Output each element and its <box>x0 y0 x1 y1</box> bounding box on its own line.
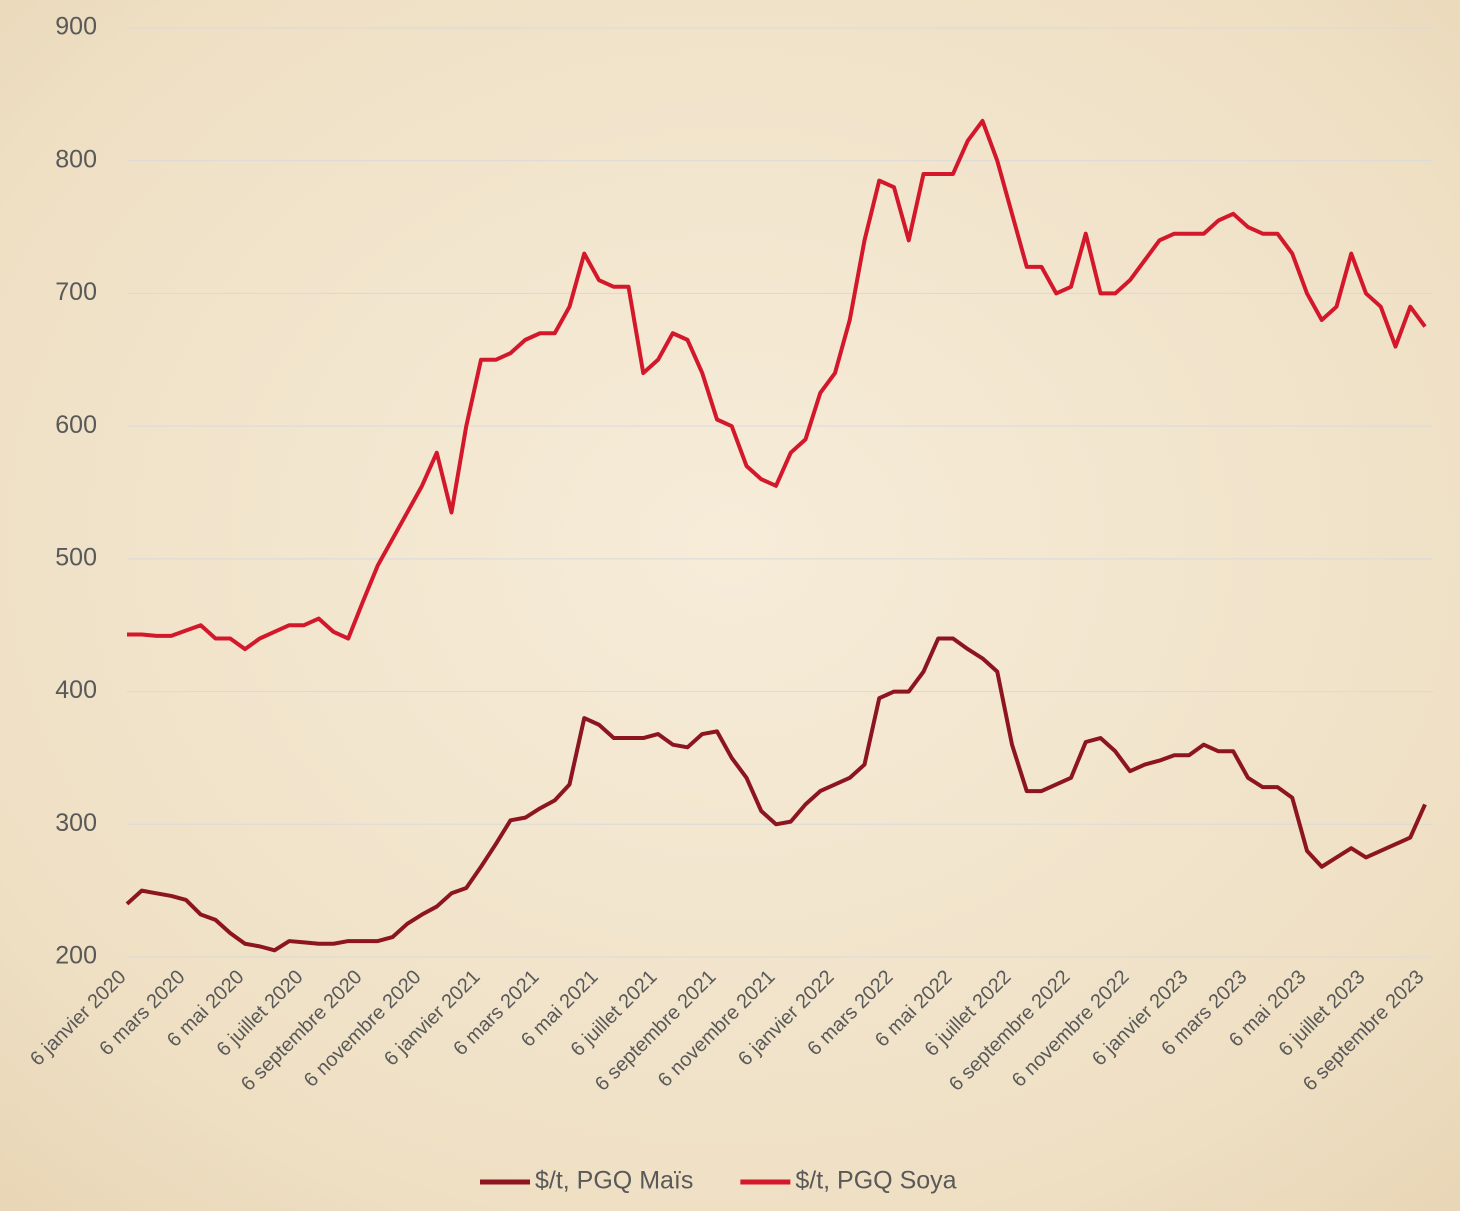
y-tick-label: 200 <box>55 942 97 970</box>
legend-label: $/t, PGQ Soya <box>795 1167 956 1195</box>
y-tick-label: 900 <box>55 13 97 41</box>
legend-label: $/t, PGQ Maïs <box>535 1167 693 1195</box>
y-tick-label: 800 <box>55 145 97 173</box>
y-tick-label: 700 <box>55 278 97 306</box>
y-tick-label: 600 <box>55 411 97 439</box>
y-tick-label: 300 <box>55 809 97 837</box>
y-tick-label: 500 <box>55 543 97 571</box>
y-tick-label: 400 <box>55 676 97 704</box>
chart: 2003004005006007008009006 janvier 20206 … <box>0 0 1460 1211</box>
